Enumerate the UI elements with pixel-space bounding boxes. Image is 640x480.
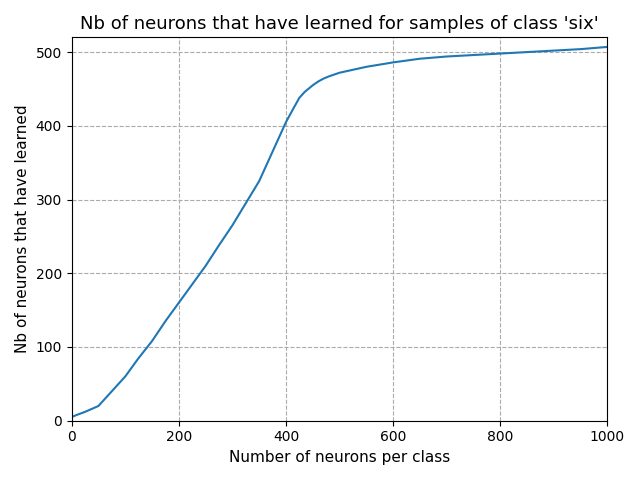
Y-axis label: Nb of neurons that have learned: Nb of neurons that have learned xyxy=(15,105,30,353)
X-axis label: Number of neurons per class: Number of neurons per class xyxy=(229,450,450,465)
Title: Nb of neurons that have learned for samples of class 'six': Nb of neurons that have learned for samp… xyxy=(80,15,599,33)
